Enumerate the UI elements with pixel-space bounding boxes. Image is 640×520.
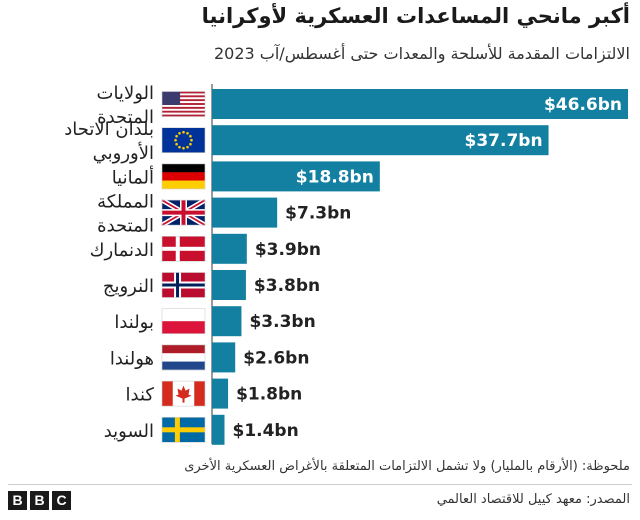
netherlands-flag-icon <box>161 344 206 371</box>
category-label: الدنمارك <box>90 240 154 261</box>
germany-flag-icon <box>161 163 206 190</box>
poland-flag-icon <box>161 308 206 334</box>
bar-value-label: $18.8bn <box>296 167 374 187</box>
us-flag-icon <box>161 91 206 117</box>
category-label: هولندا <box>110 348 154 369</box>
bar <box>212 161 380 192</box>
bbc-logo: B B C <box>8 491 71 510</box>
bar <box>212 306 242 337</box>
denmark-flag-icon <box>161 236 206 262</box>
bar <box>212 89 628 119</box>
category-label: بلدان الاتحاد الأوروبي <box>64 119 154 164</box>
bar-value-label: $46.6bn <box>544 95 622 115</box>
bbc-logo-letter: B <box>8 491 27 510</box>
chart-title: أكبر مانحي المساعدات العسكرية لأوكرانيا <box>201 4 630 28</box>
bar <box>212 233 247 264</box>
bar-value-label: $1.4bn <box>232 421 298 441</box>
chart-note: ملحوظة: (الأرقام بالمليار) ولا تشمل الال… <box>184 459 630 474</box>
category-label: كندا <box>126 385 155 406</box>
chart-source: المصدر: معهد كييل للاقتصاد العالمي <box>436 492 630 507</box>
chart-subtitle: الالتزامات المقدمة للأسلحة والمعدات حتى … <box>213 44 630 63</box>
sweden-flag-icon <box>161 416 206 443</box>
bar <box>212 342 236 373</box>
bar <box>212 197 278 228</box>
bar <box>212 125 549 156</box>
bar-value-label: $37.7bn <box>465 131 543 151</box>
category-label: النرويج <box>103 276 154 297</box>
category-label: الولايات المتحدة <box>97 83 155 128</box>
category-label: السويد <box>104 421 154 442</box>
bar-value-label: $1.8bn <box>236 385 302 405</box>
norway-flag-icon <box>161 272 206 298</box>
bar-chart: $46.6bn الولايات المتحدة $37.7bn بلدان الاتح… <box>64 83 628 445</box>
footer-divider <box>8 484 632 485</box>
category-label: ألمانيا <box>112 165 154 188</box>
category-label: بولندا <box>114 312 154 333</box>
uk-flag-icon <box>160 197 207 228</box>
bbc-logo-letter: B <box>30 491 49 510</box>
bar-value-label: $7.3bn <box>285 204 351 224</box>
bar <box>212 414 225 445</box>
bar-value-label: $3.3bn <box>249 312 315 332</box>
bar-value-label: $2.6bn <box>243 348 309 368</box>
bar <box>212 270 246 300</box>
bar <box>212 378 229 409</box>
bar-value-label: $3.9bn <box>255 240 321 260</box>
category-label: المملكة المتحدة <box>97 192 154 237</box>
eu-flag-icon <box>161 127 206 154</box>
bbc-logo-letter: C <box>52 491 71 510</box>
bar-value-label: $3.8bn <box>254 276 320 296</box>
canada-flag-icon <box>161 380 206 407</box>
